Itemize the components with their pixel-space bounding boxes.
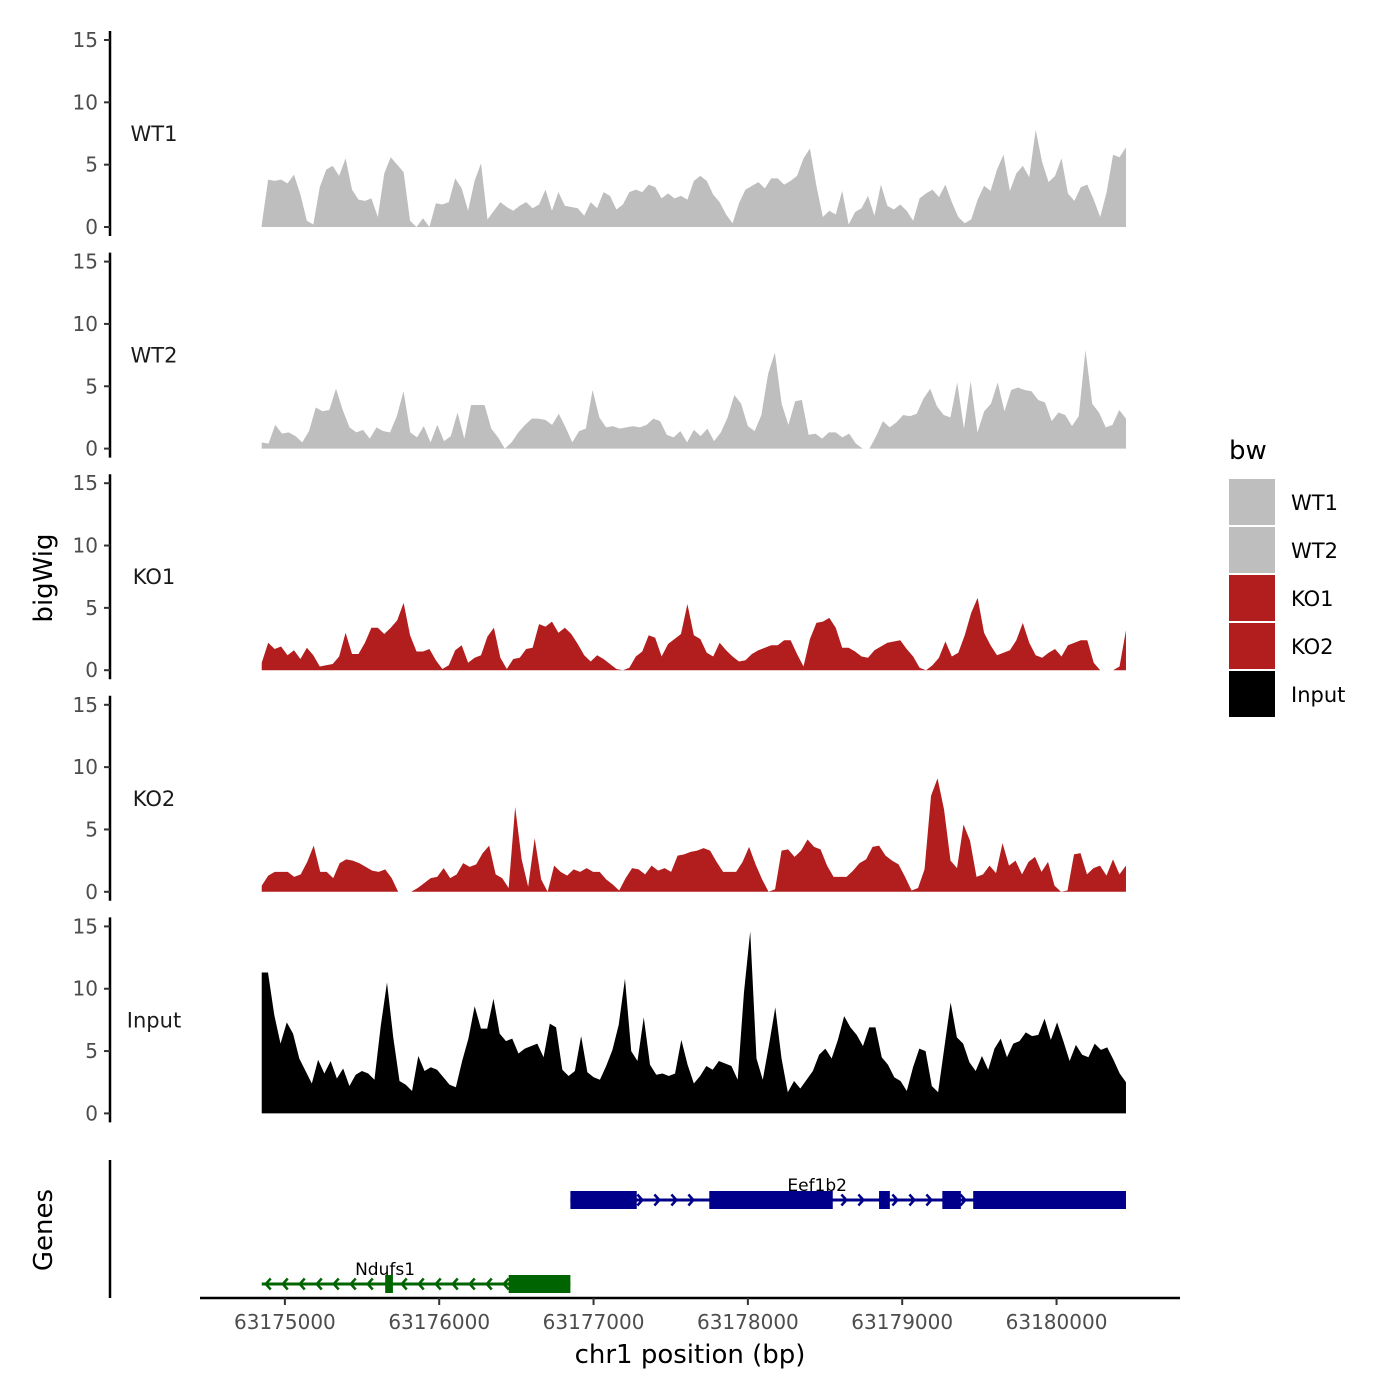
track-ko1: 0 5 10 15 KO1 bbox=[73, 471, 1126, 682]
area-ko2 bbox=[261, 778, 1126, 892]
strand-arrow bbox=[925, 1193, 934, 1207]
y-tick-label: 15 bbox=[73, 250, 98, 274]
track-label: WT1 bbox=[131, 122, 178, 146]
y-tick-label: 5 bbox=[85, 153, 98, 177]
x-axis-title: chr1 position (bp) bbox=[575, 1340, 806, 1370]
y-tick-label: 5 bbox=[85, 1039, 98, 1063]
legend-label: KO1 bbox=[1291, 587, 1334, 611]
y-axis-title: bigWig bbox=[29, 533, 59, 622]
y-tick-label: 5 bbox=[85, 374, 98, 398]
strand-arrow bbox=[653, 1193, 662, 1207]
gene-exon bbox=[570, 1191, 637, 1209]
track-input: 0 5 10 15 Input bbox=[73, 914, 1126, 1125]
x-tick-label: 63175000 bbox=[234, 1310, 336, 1334]
y-tick-label: 15 bbox=[73, 28, 98, 52]
gene-exon bbox=[385, 1275, 393, 1293]
legend-label: WT2 bbox=[1291, 539, 1338, 563]
track-wt2: 0 5 10 15 WT2 bbox=[73, 250, 1126, 461]
gene-exon bbox=[508, 1275, 571, 1293]
strand-arrow bbox=[451, 1277, 459, 1291]
gene-ndufs1: Ndufs1 bbox=[261, 1260, 571, 1293]
strand-arrow bbox=[349, 1277, 357, 1291]
strand-arrow bbox=[434, 1277, 442, 1291]
strand-arrow bbox=[908, 1193, 917, 1207]
track-label: KO1 bbox=[133, 565, 176, 589]
legend-title: bw bbox=[1229, 436, 1267, 466]
strand-arrow bbox=[468, 1277, 476, 1291]
track-ko2: 0 5 10 15 KO2 bbox=[73, 693, 1126, 904]
y-tick-label: 15 bbox=[73, 693, 98, 717]
track-label: Input bbox=[127, 1008, 181, 1032]
gene-exon bbox=[942, 1191, 961, 1209]
area-wt1 bbox=[261, 129, 1126, 227]
strand-arrow bbox=[840, 1193, 849, 1207]
x-tick-label: 63180000 bbox=[1006, 1310, 1108, 1334]
x-tick-label: 63179000 bbox=[851, 1310, 953, 1334]
x-tick-label: 63177000 bbox=[543, 1310, 645, 1334]
strand-arrow bbox=[366, 1277, 374, 1291]
track-label: KO2 bbox=[133, 787, 176, 811]
legend-swatch-wt1 bbox=[1229, 479, 1275, 525]
y-tick-label: 0 bbox=[85, 215, 98, 239]
bigwig-tracks: 0 5 10 15 WT1 0 5 10 15 WT2 0 5 10 15 KO1 0 5 10 15 KO2 0 5 10… bbox=[73, 28, 1126, 1125]
x-axis: 63175000 63176000 63177000 63178000 63179000… bbox=[200, 1296, 1180, 1334]
area-input bbox=[261, 931, 1126, 1114]
gene-name-label: Eef1b2 bbox=[787, 1176, 847, 1196]
track-wt1: 0 5 10 15 WT1 bbox=[73, 28, 1126, 239]
legend-swatch-wt2 bbox=[1229, 527, 1275, 573]
track-label: WT2 bbox=[131, 344, 178, 368]
strand-arrow bbox=[315, 1277, 323, 1291]
area-wt2 bbox=[261, 350, 1126, 449]
strand-arrow bbox=[636, 1193, 645, 1207]
strand-arrow bbox=[332, 1277, 340, 1291]
y-tick-label: 0 bbox=[85, 880, 98, 904]
strand-arrow bbox=[959, 1193, 968, 1207]
gene-exon bbox=[709, 1191, 833, 1209]
gene-name-label: Ndufs1 bbox=[355, 1260, 415, 1280]
x-tick-label: 63176000 bbox=[388, 1310, 490, 1334]
legend-swatch-input bbox=[1229, 671, 1275, 717]
strand-arrow bbox=[485, 1277, 493, 1291]
area-ko1 bbox=[261, 597, 1126, 671]
strand-arrow bbox=[687, 1193, 696, 1207]
x-tick-label: 63178000 bbox=[697, 1310, 799, 1334]
legend: bw WT1 WT2 KO1 KO2 Input bbox=[1229, 436, 1345, 717]
strand-arrow bbox=[670, 1193, 679, 1207]
gene-exon bbox=[879, 1191, 890, 1209]
y-tick-label: 10 bbox=[73, 90, 98, 114]
strand-arrow bbox=[891, 1193, 900, 1207]
y-tick-label: 0 bbox=[85, 437, 98, 461]
legend-label: KO2 bbox=[1291, 635, 1334, 659]
legend-label: WT1 bbox=[1291, 491, 1338, 515]
strand-arrow bbox=[417, 1277, 425, 1291]
strand-arrow bbox=[502, 1277, 510, 1291]
gene-track: Ndufs1 Eef1b2 bbox=[108, 1160, 1126, 1298]
strand-arrow bbox=[281, 1277, 289, 1291]
y-tick-label: 15 bbox=[73, 471, 98, 495]
legend-swatch-ko1 bbox=[1229, 575, 1275, 621]
y-tick-label: 15 bbox=[73, 914, 98, 938]
strand-arrow bbox=[857, 1193, 866, 1207]
y-tick-label: 0 bbox=[85, 658, 98, 682]
strand-arrow bbox=[298, 1277, 306, 1291]
y-tick-label: 10 bbox=[73, 977, 98, 1001]
gene-eef1b2: Eef1b2 bbox=[570, 1176, 1126, 1209]
y-tick-label: 5 bbox=[85, 596, 98, 620]
y-tick-label: 5 bbox=[85, 817, 98, 841]
y-tick-label: 0 bbox=[85, 1101, 98, 1125]
y-tick-label: 10 bbox=[73, 755, 98, 779]
legend-swatch-ko2 bbox=[1229, 623, 1275, 669]
y-tick-label: 10 bbox=[73, 534, 98, 558]
y-tick-label: 10 bbox=[73, 312, 98, 336]
legend-label: Input bbox=[1291, 683, 1345, 707]
strand-arrow bbox=[264, 1277, 272, 1291]
genes-track-title: Genes bbox=[29, 1189, 59, 1271]
gene-exon bbox=[973, 1191, 1126, 1209]
strand-arrow bbox=[400, 1277, 408, 1291]
